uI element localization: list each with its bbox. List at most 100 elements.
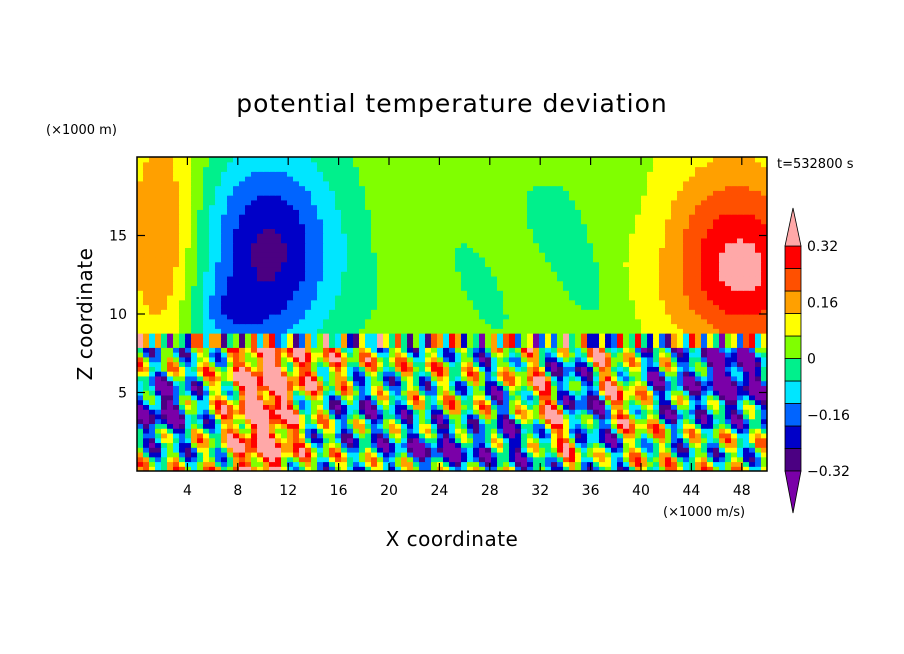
heatmap-cell xyxy=(713,366,720,372)
heatmap-cell xyxy=(149,318,156,325)
heatmap-cell xyxy=(323,252,330,258)
heatmap-cell xyxy=(641,304,648,310)
heatmap-cell xyxy=(143,371,150,377)
heatmap-cell xyxy=(647,394,654,401)
heatmap-cell xyxy=(245,394,252,401)
heatmap-cell xyxy=(497,418,504,425)
heatmap-cell xyxy=(725,266,732,272)
heatmap-cell xyxy=(353,299,360,306)
heatmap-cell xyxy=(443,380,450,386)
heatmap-cell xyxy=(233,294,240,301)
heatmap-cell xyxy=(359,314,366,320)
heatmap-cell xyxy=(539,437,546,444)
heatmap-cell xyxy=(671,418,678,425)
heatmap-cell xyxy=(287,432,294,439)
heatmap-cell xyxy=(611,385,618,391)
heatmap-cell xyxy=(233,352,240,358)
heatmap-cell xyxy=(509,309,516,315)
heatmap-cell xyxy=(557,442,564,448)
heatmap-cell xyxy=(659,290,666,296)
heatmap-cell xyxy=(359,361,366,367)
heatmap-cell xyxy=(365,437,372,444)
heatmap-cell xyxy=(137,299,144,306)
heatmap-cell xyxy=(221,380,228,386)
heatmap-cell xyxy=(137,342,144,348)
heatmap-cell xyxy=(683,347,690,353)
heatmap-cell xyxy=(617,466,624,471)
heatmap-cell xyxy=(707,399,714,405)
heatmap-cell xyxy=(245,432,252,439)
heatmap-cell xyxy=(455,290,462,296)
heatmap-cell xyxy=(323,442,330,448)
heatmap-cell xyxy=(275,432,282,439)
heatmap-cell xyxy=(551,366,558,372)
heatmap-cell xyxy=(497,280,504,287)
heatmap-cell xyxy=(245,437,252,444)
heatmap-cell xyxy=(707,437,714,444)
heatmap-cell xyxy=(539,361,546,367)
heatmap-cell xyxy=(629,375,636,382)
heatmap-cell xyxy=(707,413,714,420)
heatmap-cell xyxy=(323,390,330,396)
heatmap-cell xyxy=(635,342,642,348)
heatmap-cell xyxy=(395,280,402,287)
heatmap-cell xyxy=(287,361,294,367)
heatmap-cell xyxy=(689,466,696,471)
heatmap-cell xyxy=(149,399,156,405)
heatmap-cell xyxy=(305,432,312,439)
heatmap-cell xyxy=(599,314,606,320)
heatmap-cell xyxy=(719,256,726,263)
heatmap-cell xyxy=(419,432,426,439)
heatmap-cell xyxy=(557,375,564,382)
heatmap-cell xyxy=(653,466,660,471)
heatmap-cell xyxy=(203,371,210,377)
heatmap-cell xyxy=(353,275,360,282)
heatmap-cell xyxy=(209,347,216,353)
heatmap-cell xyxy=(431,428,438,434)
heatmap-cell xyxy=(491,361,498,367)
heatmap-cell xyxy=(491,380,498,386)
heatmap-cell xyxy=(365,404,372,410)
heatmap-cell xyxy=(335,280,342,287)
heatmap-cell xyxy=(503,371,510,377)
heatmap-cell xyxy=(317,423,324,429)
heatmap-cell xyxy=(611,442,618,448)
heatmap-cell xyxy=(677,352,684,358)
heatmap-cell xyxy=(401,252,408,258)
heatmap-cell xyxy=(221,333,228,339)
heatmap-cell xyxy=(677,380,684,386)
heatmap-cell xyxy=(209,309,216,315)
heatmap-cell xyxy=(215,280,222,287)
heatmap-cell xyxy=(137,314,144,320)
heatmap-cell xyxy=(635,318,642,325)
heatmap-cell xyxy=(671,266,678,272)
heatmap-cell xyxy=(647,442,654,448)
heatmap-cell xyxy=(497,333,504,339)
heatmap-cell xyxy=(611,285,618,291)
heatmap-cell xyxy=(395,271,402,277)
heatmap-cell xyxy=(707,423,714,429)
heatmap-cell xyxy=(287,242,294,248)
heatmap-cell xyxy=(455,314,462,320)
heatmap-cell xyxy=(311,366,318,372)
heatmap-cell xyxy=(755,394,762,401)
heatmap-cell xyxy=(533,271,540,277)
heatmap-cell xyxy=(461,399,468,405)
heatmap-cell xyxy=(311,437,318,444)
heatmap-cell xyxy=(605,466,612,471)
heatmap-cell xyxy=(449,290,456,296)
heatmap-cell xyxy=(395,385,402,391)
heatmap-cell xyxy=(647,385,654,391)
heatmap-cell xyxy=(629,323,636,329)
heatmap-cell xyxy=(683,275,690,282)
heatmap-cell xyxy=(305,404,312,410)
heatmap-cell xyxy=(431,275,438,282)
heatmap-cell xyxy=(425,304,432,310)
heatmap-cell xyxy=(695,437,702,444)
heatmap-cell xyxy=(227,466,234,471)
heatmap-cell xyxy=(515,318,522,325)
heatmap-cell xyxy=(443,437,450,444)
heatmap-cell xyxy=(545,375,552,382)
heatmap-cell xyxy=(515,280,522,287)
heatmap-cell xyxy=(689,299,696,306)
